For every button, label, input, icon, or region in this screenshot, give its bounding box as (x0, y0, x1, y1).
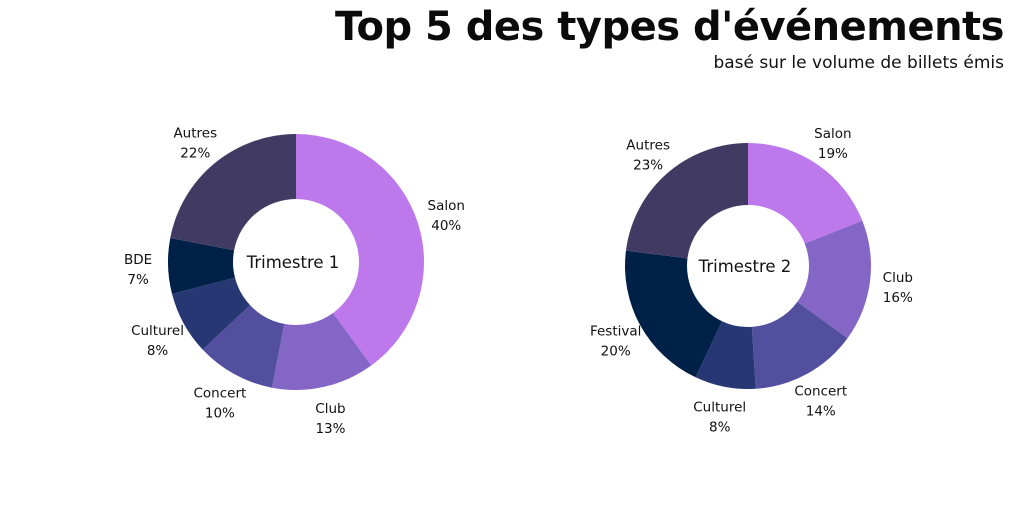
slice-label-concert: Concert (193, 385, 246, 401)
slice-value-concert: 10% (205, 405, 235, 421)
slice-value-festival: 20% (601, 344, 631, 360)
chart-subtitle: basé sur le volume de billets émis (713, 53, 1004, 73)
slice-salon (296, 134, 424, 366)
slice-concert (202, 305, 285, 388)
chart-header: Top 5 des types d'événements basé sur le… (335, 4, 1005, 74)
donut-center-label: Trimestre 2 (698, 257, 792, 276)
slice-culturel (695, 321, 756, 389)
slice-concert (751, 301, 848, 389)
donut-chart-2: Salon 19% Club 16% Concert 14% Culturel 8% Festi… (590, 126, 913, 435)
slice-label-salon: Salon (428, 198, 465, 214)
chart-title: Top 5 des types d'événements (335, 4, 1005, 50)
slice-value-bde: 7% (127, 272, 149, 288)
slice-label-festival: Festival (590, 324, 641, 340)
slice-value-autres: 22% (180, 145, 210, 161)
slice-value-concert: 14% (806, 403, 836, 419)
slice-value-culturel: 8% (147, 343, 169, 359)
slice-club (797, 220, 871, 339)
slice-label-club: Club (883, 270, 913, 286)
slice-value-club: 16% (883, 290, 913, 306)
slice-culturel (172, 277, 251, 350)
slice-label-culturel: Culturel (693, 399, 746, 415)
slice-label-culturel: Culturel (131, 323, 184, 339)
slice-label-club: Club (315, 401, 345, 417)
donut-center-label: Trimestre 1 (246, 253, 340, 272)
slice-value-salon: 19% (818, 146, 848, 162)
slice-bde (168, 238, 235, 294)
slice-label-salon: Salon (814, 126, 851, 142)
slice-value-club: 13% (315, 421, 345, 437)
slice-salon (748, 143, 863, 244)
slice-value-culturel: 8% (709, 419, 731, 435)
slice-label-autres: Autres (626, 138, 670, 154)
slice-festival (625, 250, 723, 378)
slice-value-autres: 23% (633, 158, 663, 174)
slice-autres (170, 134, 296, 251)
slice-label-bde: BDE (124, 252, 152, 268)
slice-label-autres: Autres (173, 125, 217, 141)
slice-label-concert: Concert (794, 383, 847, 399)
slice-autres (625, 143, 748, 259)
slice-value-salon: 40% (431, 218, 461, 234)
slice-club (272, 312, 372, 390)
donut-chart-1: Salon 40% Club 13% Concert 10% Culturel 8% BDE 7%… (124, 125, 465, 437)
